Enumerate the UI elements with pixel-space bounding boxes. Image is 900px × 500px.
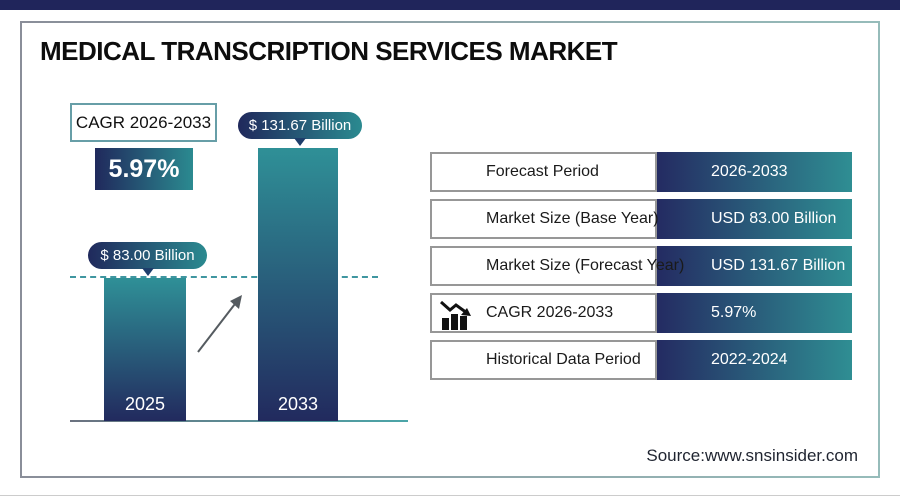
market-facts-table: Forecast Period 2026-2033 Market Size (B…	[430, 152, 852, 380]
row-value-text: 2026-2033	[711, 163, 788, 180]
bar-2025: 2025	[104, 278, 186, 421]
trend-arrow-icon	[197, 295, 242, 353]
bar-2025-category: 2025	[124, 394, 166, 414]
row-label: Forecast Period	[430, 152, 657, 192]
row-value-text: USD 83.00 Billion	[711, 210, 837, 227]
cagr-value-text: 5.97%	[108, 154, 180, 183]
callout-pointer	[141, 268, 154, 276]
chart-baseline	[70, 420, 408, 422]
table-row: Market Size (Base Year) USD 83.00 Billio…	[430, 199, 852, 239]
growth-chart-icon	[440, 300, 471, 330]
row-label-text: Market Size (Forecast Year)	[486, 257, 685, 274]
cagr-value-badge: 5.97%	[95, 148, 193, 190]
row-label-text: CAGR 2026-2033	[486, 304, 614, 321]
table-row: CAGR 2026-2033 5.97%	[430, 293, 852, 333]
row-label: CAGR 2026-2033	[430, 293, 657, 333]
bar-2033: 2033	[258, 148, 338, 421]
cagr-period-label: CAGR 2026-2033	[70, 103, 217, 142]
row-label: Historical Data Period	[430, 340, 657, 380]
row-label-text: Forecast Period	[486, 163, 599, 180]
row-label: Market Size (Base Year)	[430, 199, 659, 239]
top-accent-band	[0, 0, 900, 10]
row-label-text: Historical Data Period	[486, 351, 641, 368]
table-row: Forecast Period 2026-2033	[430, 152, 852, 192]
bar-2025-value-text: $ 83.00 Billion	[100, 247, 195, 264]
row-value: USD 83.00 Billion	[657, 199, 852, 239]
row-value: 5.97%	[657, 293, 852, 333]
bar-2025-value-callout: $ 83.00 Billion	[88, 242, 207, 276]
page-title: MEDICAL TRANSCRIPTION SERVICES MARKET	[40, 36, 618, 66]
callout-pointer	[294, 138, 306, 146]
table-row: Historical Data Period 2022-2024	[430, 340, 852, 380]
cagr-period-text: CAGR 2026-2033	[75, 112, 212, 132]
row-value: USD 131.67 Billion	[657, 246, 852, 286]
row-value-text: 5.97%	[711, 304, 757, 321]
bar-2033-category: 2033	[277, 394, 319, 414]
table-row: Market Size (Forecast Year) USD 131.67 B…	[430, 246, 852, 286]
bar-2033-value-text: $ 131.67 Billion	[248, 117, 352, 134]
row-value: 2022-2024	[657, 340, 852, 380]
row-label: Market Size (Forecast Year)	[430, 246, 684, 286]
bar-2033-value-callout: $ 131.67 Billion	[238, 112, 362, 146]
row-value-text: USD 131.67 Billion	[711, 257, 846, 274]
row-label-text: Market Size (Base Year)	[486, 210, 659, 227]
bottom-edge-line	[0, 495, 900, 496]
source-attribution: Source:www.snsinsider.com	[646, 446, 858, 465]
reference-dashed-line	[70, 276, 378, 278]
row-value: 2026-2033	[657, 152, 852, 192]
row-value-text: 2022-2024	[711, 351, 788, 368]
